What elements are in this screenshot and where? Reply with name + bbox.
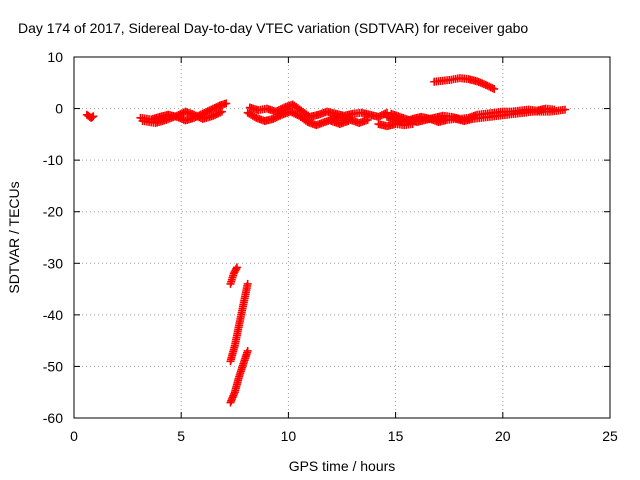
x-tick-label: 10 <box>281 428 297 444</box>
data-point <box>216 108 225 117</box>
y-tick-label: -40 <box>43 307 63 323</box>
data-point <box>243 279 252 288</box>
y-tick-label: 0 <box>55 101 63 117</box>
x-tick-label: 0 <box>70 428 78 444</box>
x-tick-label: 15 <box>388 428 404 444</box>
data-point <box>344 116 353 125</box>
data-point <box>232 263 241 272</box>
data-point <box>243 346 252 355</box>
chart-title: Day 174 of 2017, Sidereal Day-to-day VTE… <box>18 20 528 36</box>
y-tick-label: -60 <box>43 410 63 426</box>
y-axis-label: SDTVAR / TECUs <box>6 181 22 293</box>
data-point <box>222 99 231 108</box>
x-tick-label: 5 <box>177 428 185 444</box>
x-tick-label: 20 <box>495 428 511 444</box>
data-point <box>488 84 497 93</box>
y-tick-label: -30 <box>43 255 63 271</box>
data-point <box>232 264 241 273</box>
x-axis-label: GPS time / hours <box>289 458 396 474</box>
plot-area-frame <box>73 56 611 419</box>
x-tick-label: 25 <box>602 428 618 444</box>
data-points <box>82 74 569 407</box>
data-point <box>550 105 559 114</box>
data-point <box>217 107 226 116</box>
data-point <box>490 84 499 93</box>
data-point <box>89 112 98 121</box>
y-tick-label: -20 <box>43 204 63 220</box>
data-point <box>408 120 417 129</box>
y-tick-label: -10 <box>43 152 63 168</box>
y-tick-label: 10 <box>47 49 63 65</box>
data-point <box>560 105 569 114</box>
y-tick-label: -50 <box>43 358 63 374</box>
